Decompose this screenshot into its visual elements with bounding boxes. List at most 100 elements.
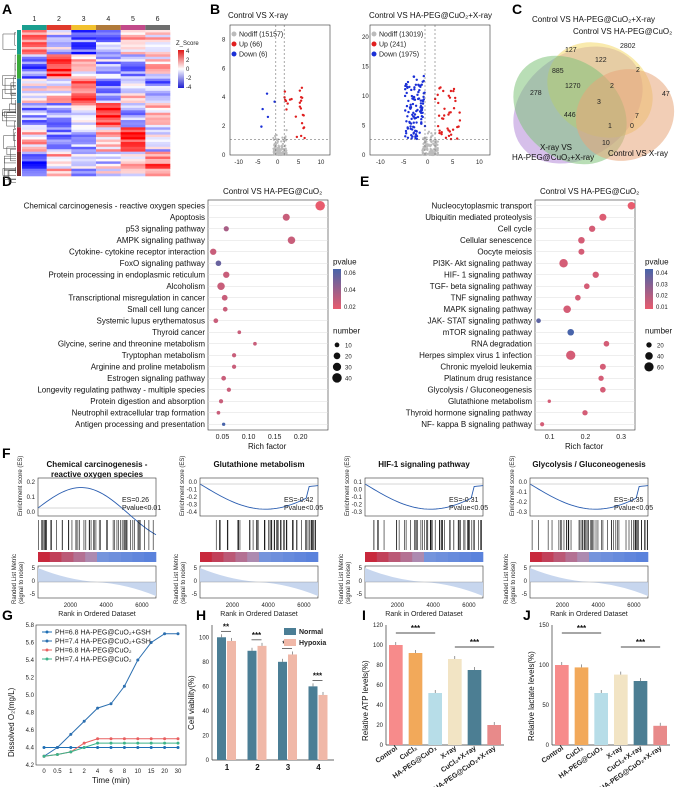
heatmap-cell [46, 151, 72, 155]
x-tick: -10 [234, 160, 243, 166]
nodiff-point [427, 143, 430, 146]
heatmap-cell [71, 34, 97, 38]
gsea-x-tick: 6000 [135, 603, 149, 609]
heatmap-cell [71, 146, 97, 150]
heatmap-cell [46, 95, 72, 99]
venn-count: 3 [597, 99, 601, 106]
pvalue-legend-gradient [333, 269, 341, 309]
heatmap-panel: 1 2 3 4 5 6 Z_Score 4 2 0 -2 -4 [2, 16, 199, 183]
gsea-x-tick: 4000 [262, 603, 276, 609]
heatmap-cell [120, 71, 146, 75]
line-point [136, 741, 140, 745]
gsea-es-tick: -0.2 [187, 495, 198, 501]
heatmap-cell [96, 134, 121, 138]
heatmap-cell [96, 112, 121, 116]
volcano-left-plot: -10 -5 0 5 10 0 2 4 6 8 Nodiff (15157) Up (66) Down … [222, 24, 331, 166]
line-point [149, 737, 153, 741]
heatmap-cell [71, 144, 97, 148]
heatmap-cell [145, 47, 171, 50]
y-tick: 10 [362, 94, 369, 100]
heatmap-cell [71, 139, 97, 143]
heatmap-cell [71, 120, 97, 123]
heatmap-cell [96, 122, 121, 126]
legend-tick: 2 [186, 58, 190, 64]
heatmap-cell [145, 59, 171, 62]
down-point [416, 115, 420, 119]
heatmap-cell [22, 141, 47, 145]
cluster-bar-segment [17, 78, 21, 103]
down-point [409, 125, 412, 128]
up-point [454, 99, 457, 103]
heatmap-cell [46, 37, 72, 41]
number-legend-label: 60 [657, 365, 664, 371]
line-point [96, 706, 100, 710]
heatmap-cell [96, 39, 121, 43]
up-point [436, 124, 440, 128]
heatmap-cell [120, 115, 146, 118]
number-legend-dot [332, 373, 342, 383]
gsea-x-tick: 6000 [627, 603, 641, 609]
up-point [284, 99, 288, 103]
bar [217, 637, 226, 760]
heatmap-column-labels: 1 2 3 4 5 6 [32, 16, 159, 23]
gsea-metric-ylabel: (signal to noise) [181, 562, 187, 604]
pvalue-legend-tick: 0.01 [656, 305, 668, 311]
heatmap-cell [71, 127, 97, 131]
up-point [300, 86, 304, 89]
venn-label-1: Control VS HA-PEG@CuO₂+X-ray [532, 15, 655, 24]
heatmap-cell [145, 81, 171, 84]
down-point [404, 135, 407, 138]
heatmap-cell [145, 115, 171, 118]
heatmap-cell [96, 156, 121, 160]
heatmap-cell [145, 54, 171, 58]
number-legend-title: number [645, 326, 672, 335]
gsea-rank-color [294, 552, 307, 562]
down-point [266, 115, 270, 119]
heatmap-cell [46, 34, 72, 38]
nodiff-point [279, 151, 282, 155]
heatmap-cell [22, 56, 47, 60]
heatmap-cell [71, 151, 97, 155]
sig-label: ** [223, 622, 230, 631]
heatmap-cell [145, 139, 171, 143]
up-point [439, 86, 442, 89]
heatmap-cell [46, 154, 72, 157]
dendrogram-branch [3, 135, 16, 149]
gsea-metric-ylabel: Randed List Metric [12, 554, 18, 604]
heatmap-cell [71, 90, 97, 94]
line-point [69, 732, 73, 736]
heatmap-cell [71, 39, 97, 43]
panel-label-e: E [360, 173, 369, 189]
heatmap-cell [22, 68, 47, 72]
dendrogram-branch [15, 167, 16, 174]
col-label-3: 3 [82, 16, 86, 23]
heatmap-cell [71, 132, 97, 135]
heatmap-cell [46, 110, 72, 114]
heatmap-cell [71, 76, 97, 79]
col-label-6: 6 [156, 16, 160, 23]
nodiff-point [421, 153, 425, 156]
heatmap-cell [120, 110, 146, 114]
heatmap-cell [145, 158, 171, 162]
dendrogram-branch [4, 110, 16, 118]
nodiff-point [284, 153, 287, 156]
dotplot-point [599, 213, 607, 221]
nodiff-point [273, 144, 276, 147]
heatmap-cell [145, 83, 171, 87]
x-tick: 0 [426, 160, 430, 166]
nodiff-point [429, 138, 432, 141]
heatmap-cell [22, 100, 47, 104]
line-point [163, 746, 167, 749]
nodiff-point [436, 140, 439, 143]
heatmap-cell [120, 44, 146, 48]
legend-label: Up (66) [239, 42, 262, 49]
heatmap-cell [96, 168, 121, 172]
down-point [419, 110, 422, 113]
heatmap-cell [71, 161, 97, 165]
gsea-es-tick: -0.3 [187, 503, 198, 509]
gsea-rank-color [600, 552, 613, 562]
line-point [136, 658, 140, 662]
heatmap-cell [71, 30, 97, 33]
gsea-title: HIF-1 signaling pathway [378, 460, 470, 469]
dendrogram-branch [6, 146, 16, 155]
